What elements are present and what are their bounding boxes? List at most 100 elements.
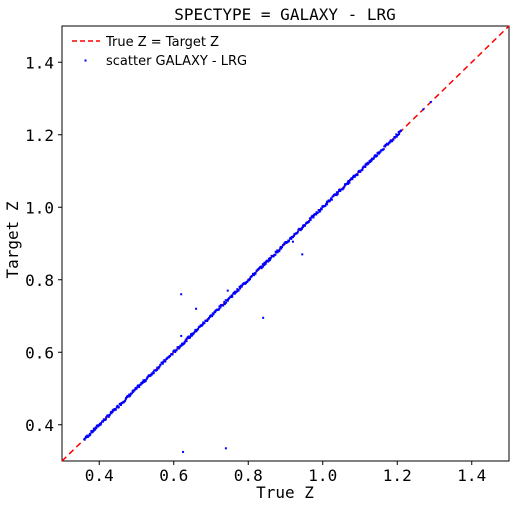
- legend-label-scatter: scatter GALAXY - LRG: [106, 54, 247, 69]
- scatter-point: [340, 188, 343, 191]
- scatter-point: [398, 133, 401, 136]
- scatter-point: [214, 311, 217, 314]
- scatter-point: [149, 373, 152, 376]
- scatter-point: [257, 268, 260, 271]
- scatter-point: [236, 288, 239, 291]
- scatter-point: [323, 205, 326, 208]
- scatter-point: [138, 386, 141, 389]
- scatter-point: [190, 334, 193, 337]
- scatter-point: [264, 260, 267, 263]
- scatter-point: [145, 377, 148, 380]
- scatter-point: [338, 188, 341, 191]
- x-tick-label: 1.4: [457, 466, 486, 485]
- x-tick-label: 0.6: [159, 466, 188, 485]
- scatter-point: [237, 289, 240, 292]
- scatter-point: [240, 285, 243, 288]
- y-tick-label: 0.8: [25, 271, 54, 290]
- scatter-point: [308, 220, 311, 223]
- scatter-point: [122, 401, 125, 404]
- scatter-point: [189, 335, 192, 338]
- scatter-point: [378, 152, 381, 154]
- scatter-point: [347, 180, 350, 183]
- scatter-point: [291, 240, 294, 243]
- scatter-point: [422, 108, 425, 111]
- scatter-point: [281, 246, 284, 249]
- scatter-point: [224, 299, 227, 302]
- scatter-point: [124, 399, 127, 402]
- scatter-point: [235, 290, 238, 293]
- scatter-point: [212, 312, 215, 315]
- scatter-point: [161, 362, 164, 365]
- scatter-point: [114, 408, 117, 411]
- scatter-point: [94, 428, 97, 431]
- scatter-point: [334, 193, 337, 196]
- scatter-point: [113, 409, 116, 412]
- scatter-point: [373, 155, 376, 158]
- scatter-point: [312, 216, 315, 219]
- scatter-point: [261, 265, 264, 268]
- scatter-point: [194, 328, 197, 331]
- scatter-point: [237, 288, 240, 291]
- scatter-point: [247, 279, 250, 282]
- scatter-point: [173, 349, 176, 352]
- scatter-point: [316, 211, 319, 214]
- scatter-point: [372, 157, 375, 160]
- scatter-point: [135, 387, 138, 390]
- scatter-point: [324, 204, 327, 207]
- legend-label-line: True Z = Target Z: [105, 35, 219, 50]
- scatter-point: [365, 162, 368, 165]
- scatter-point: [302, 225, 305, 228]
- scatter-point: [231, 295, 234, 298]
- scatter-point: [374, 155, 377, 158]
- scatter-point: [267, 257, 270, 260]
- scatter-point: [399, 129, 402, 132]
- scatter-point: [371, 158, 374, 161]
- scatter-point: [374, 154, 377, 157]
- scatter-point: [285, 241, 288, 244]
- scatter-point: [274, 253, 277, 256]
- scatter-point: [253, 274, 256, 277]
- scatter-point: [336, 191, 339, 194]
- scatter-point: [267, 259, 270, 262]
- scatter-point: [179, 345, 182, 348]
- scatter-point: [367, 162, 370, 165]
- scatter-point: [352, 175, 355, 178]
- scatter-point: [275, 251, 278, 254]
- scatter-point: [183, 341, 186, 344]
- scatter-point: [298, 228, 301, 231]
- scatter-point: [147, 375, 150, 378]
- scatter-point: [395, 135, 398, 138]
- x-tick-label: 1.0: [308, 466, 337, 485]
- scatter-point: [96, 424, 99, 427]
- scatter-point: [286, 240, 289, 243]
- scatter-point: [116, 404, 119, 407]
- scatter-point: [128, 395, 131, 398]
- scatter-point: [263, 263, 266, 266]
- scatter-point: [272, 254, 275, 257]
- scatter-point: [174, 351, 177, 354]
- legend: True Z = Target Z scatter GALAXY - LRG: [72, 35, 247, 69]
- scatter-point: [223, 301, 226, 304]
- scatter-point: [111, 411, 114, 414]
- scatter-point: [348, 181, 351, 184]
- scatter-point: [211, 315, 214, 318]
- scatter-point: [301, 253, 304, 256]
- x-axis-label: True Z: [256, 483, 314, 502]
- y-tick-label: 1.0: [25, 198, 54, 217]
- scatter-point: [130, 392, 133, 395]
- scatter-point: [128, 393, 131, 396]
- scatter-point: [175, 348, 178, 351]
- scatter-point: [362, 165, 365, 168]
- scatter-point: [115, 406, 118, 409]
- scatter-point: [110, 410, 113, 413]
- scatter-point: [382, 148, 385, 151]
- scatter-point: [339, 190, 342, 193]
- scatter-point: [100, 422, 103, 425]
- scatter-point: [132, 390, 135, 393]
- scatter-point: [230, 296, 233, 299]
- scatter-point: [311, 214, 314, 217]
- scatter-point: [248, 278, 251, 281]
- scatter-point: [137, 384, 140, 387]
- scatter-point: [139, 383, 142, 386]
- scatter-point: [389, 140, 392, 143]
